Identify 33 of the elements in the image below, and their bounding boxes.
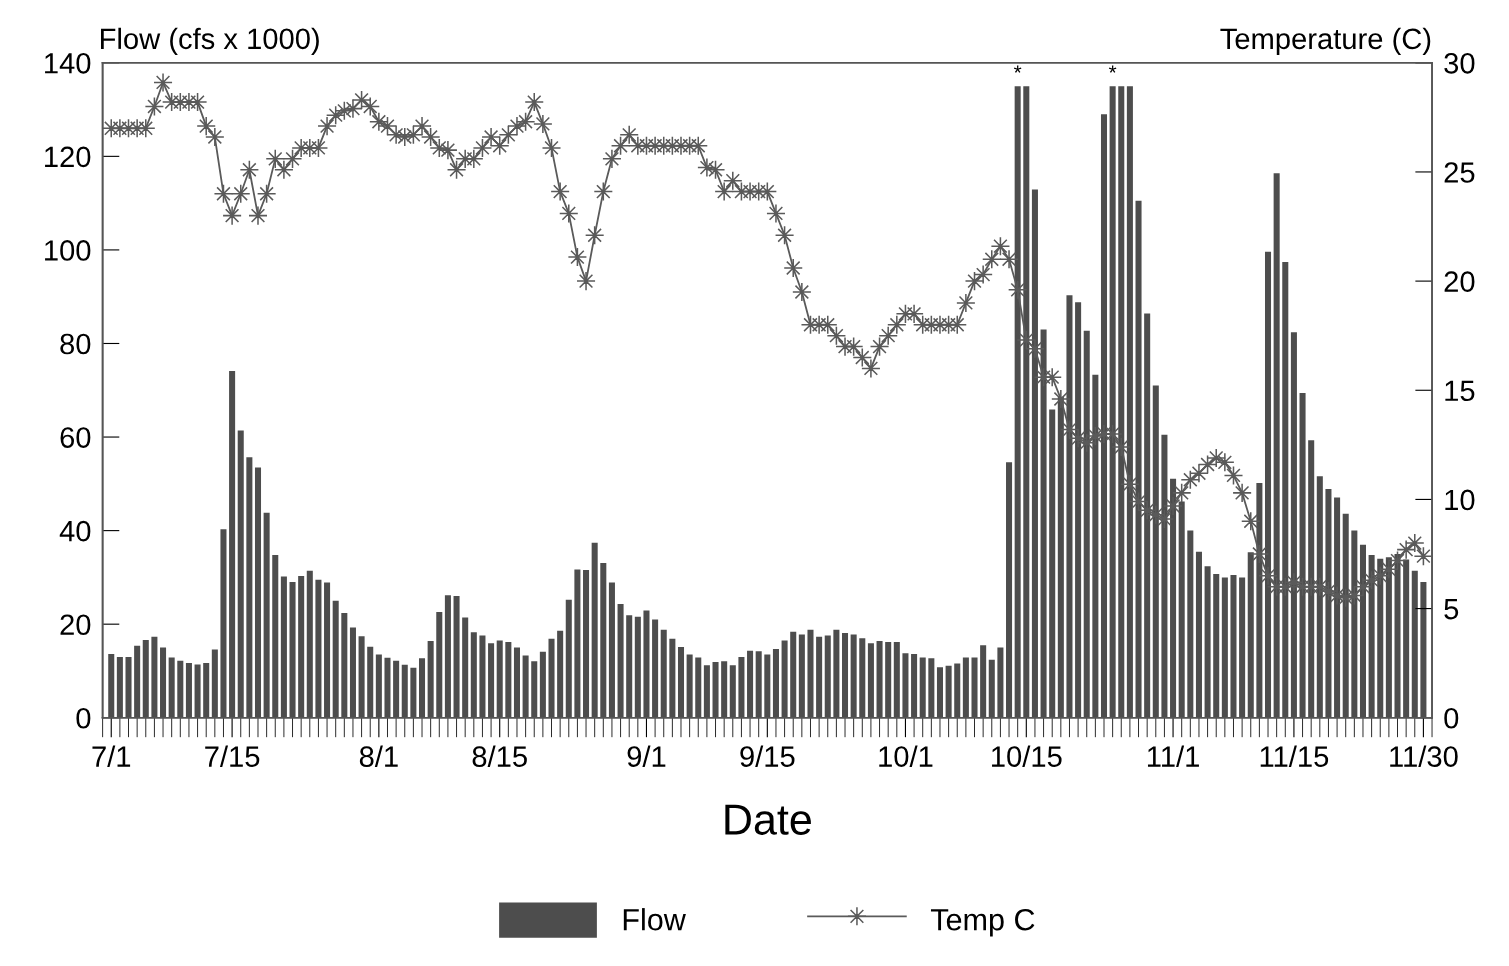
y2-tick-label: 25 (1444, 162, 1475, 183)
x-tick-label: 9/15 (740, 745, 795, 767)
x-axis-title: Date (725, 804, 811, 835)
x-tick-label: 11/30 (1390, 745, 1458, 767)
annotation: * (1013, 65, 1022, 73)
y-axis-title: Flow (cfs x 1000) (101, 27, 319, 55)
x-tick-label: 10/15 (992, 745, 1062, 767)
y-tick-label: 140 (45, 52, 91, 74)
x-tick-label: 8/1 (359, 745, 398, 767)
legend-label: Flow (623, 908, 686, 931)
x-tick-label: 9/1 (627, 745, 666, 767)
y2-tick-label: 10 (1445, 489, 1475, 511)
y-tick-label: 0 (76, 707, 91, 729)
annotation: * (1108, 65, 1117, 73)
x-tick-label: 11/1 (1147, 745, 1199, 767)
y-tick-label: 80 (60, 333, 91, 355)
y2-tick-label: 20 (1444, 271, 1475, 292)
y-tick-label: 60 (60, 427, 91, 448)
y-tick-label: 100 (45, 240, 91, 261)
x-tick-label: 10/1 (879, 745, 933, 767)
x-tick-label: 8/15 (472, 745, 527, 767)
y2-tick-label: 5 (1444, 599, 1459, 620)
x-tick-label: 11/15 (1260, 745, 1329, 767)
legend-label: Temp C (930, 908, 1035, 937)
x-tick-label: 7/15 (205, 745, 260, 767)
y2-tick-label: 0 (1444, 707, 1459, 729)
y-tick-label: 120 (45, 146, 91, 168)
y2-tick-label: 30 (1444, 52, 1475, 74)
x-tick-label: 7/1 (92, 745, 131, 767)
y2-axis-title: Temperature (C) (1220, 27, 1431, 55)
y-tick-label: 40 (59, 520, 91, 542)
y-tick-label: 20 (60, 614, 91, 636)
y2-tick-label: 15 (1445, 380, 1475, 402)
